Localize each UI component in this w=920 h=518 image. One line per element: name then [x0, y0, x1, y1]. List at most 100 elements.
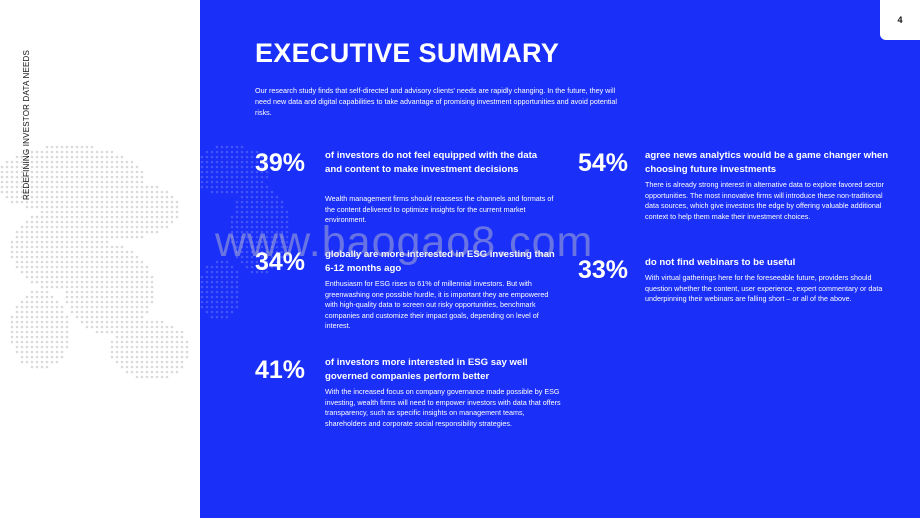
- map-dot: [75, 205, 79, 209]
- map-dot: [250, 160, 254, 164]
- map-dot: [240, 200, 244, 204]
- map-dot: [225, 270, 229, 274]
- map-dot: [90, 220, 94, 224]
- map-dot: [95, 215, 99, 219]
- map-dot: [40, 325, 44, 329]
- map-dot: [100, 205, 104, 209]
- map-dot: [25, 190, 29, 194]
- map-dot: [40, 280, 44, 284]
- map-dot: [140, 365, 144, 369]
- map-dot: [95, 190, 99, 194]
- map-dot: [30, 160, 34, 164]
- map-dot: [245, 165, 249, 169]
- map-dot: [130, 190, 134, 194]
- map-dot: [150, 320, 154, 324]
- map-dot: [15, 255, 19, 259]
- map-dot: [100, 260, 104, 264]
- map-dot: [70, 300, 74, 304]
- map-dot: [50, 315, 54, 319]
- map-dot: [200, 290, 204, 294]
- map-dot: [130, 180, 134, 184]
- map-dot: [205, 180, 209, 184]
- map-dot: [125, 250, 129, 254]
- map-dot: [230, 280, 234, 284]
- map-dot: [145, 275, 149, 279]
- map-dot: [100, 160, 104, 164]
- map-dot: [205, 175, 209, 179]
- map-dot: [100, 185, 104, 189]
- map-dot: [245, 260, 249, 264]
- map-dot: [30, 290, 34, 294]
- map-dot: [130, 295, 134, 299]
- map-dot: [110, 160, 114, 164]
- map-dot: [120, 360, 124, 364]
- map-dot: [130, 200, 134, 204]
- map-dot: [50, 230, 54, 234]
- map-dot: [50, 360, 54, 364]
- map-dot: [60, 285, 64, 289]
- map-dot: [90, 310, 94, 314]
- map-dot: [40, 345, 44, 349]
- map-dot: [60, 265, 64, 269]
- map-dot: [115, 310, 119, 314]
- map-dot: [135, 355, 139, 359]
- map-dot: [85, 185, 89, 189]
- map-dot: [275, 195, 279, 199]
- map-dot: [150, 330, 154, 334]
- map-dot: [45, 210, 49, 214]
- map-dot: [110, 310, 114, 314]
- map-dot: [250, 155, 254, 159]
- map-dot: [30, 195, 34, 199]
- map-dot: [245, 195, 249, 199]
- map-dot: [105, 250, 109, 254]
- map-dot: [120, 305, 124, 309]
- map-dot: [170, 200, 174, 204]
- map-dot: [100, 165, 104, 169]
- map-dot: [80, 305, 84, 309]
- map-dot: [230, 185, 234, 189]
- map-dot: [35, 265, 39, 269]
- map-dot: [225, 190, 229, 194]
- map-dot: [260, 160, 264, 164]
- map-dot: [115, 155, 119, 159]
- map-dot: [135, 375, 139, 379]
- map-dot: [150, 285, 154, 289]
- map-dot: [25, 310, 29, 314]
- map-dot: [270, 245, 274, 249]
- map-dot: [90, 200, 94, 204]
- map-dot: [140, 275, 144, 279]
- map-dot: [40, 340, 44, 344]
- map-dot: [30, 230, 34, 234]
- map-dot: [80, 215, 84, 219]
- map-dot: [215, 310, 219, 314]
- map-dot: [80, 210, 84, 214]
- map-dot: [90, 160, 94, 164]
- map-dot: [235, 145, 239, 149]
- map-dot: [30, 360, 34, 364]
- map-dot: [230, 235, 234, 239]
- map-dot: [255, 205, 259, 209]
- map-dot: [120, 195, 124, 199]
- map-dot: [110, 340, 114, 344]
- map-dot: [255, 165, 259, 169]
- map-dot: [100, 255, 104, 259]
- map-dot: [250, 190, 254, 194]
- map-dot: [125, 275, 129, 279]
- map-dot: [270, 250, 274, 254]
- map-dot: [55, 235, 59, 239]
- map-dot: [120, 175, 124, 179]
- map-dot: [250, 260, 254, 264]
- map-dot: [260, 185, 264, 189]
- map-dot: [165, 330, 169, 334]
- map-dot: [285, 225, 289, 229]
- map-dot: [140, 370, 144, 374]
- map-dot: [240, 215, 244, 219]
- map-dot: [30, 155, 34, 159]
- map-dot: [60, 155, 64, 159]
- map-dot: [100, 295, 104, 299]
- left-panel: REDEFINING INVESTOR DATA NEEDS: [0, 0, 200, 518]
- map-dot: [210, 180, 214, 184]
- map-dot: [25, 360, 29, 364]
- map-dot: [265, 225, 269, 229]
- map-dot: [40, 285, 44, 289]
